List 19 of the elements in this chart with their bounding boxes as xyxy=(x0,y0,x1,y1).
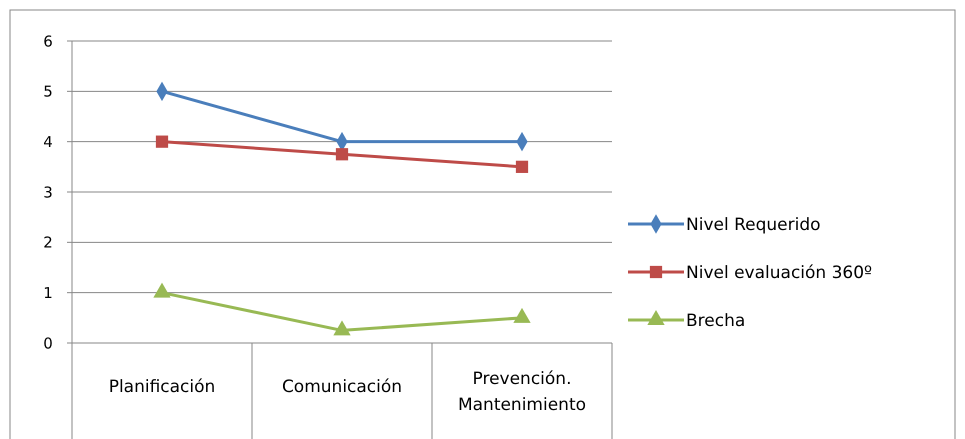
y-tick-label: 2 xyxy=(43,234,53,252)
point xyxy=(156,136,168,148)
point xyxy=(516,160,528,173)
point xyxy=(333,320,351,336)
y-tick-label: 0 xyxy=(43,334,53,352)
y-tick-label: 3 xyxy=(43,183,53,202)
y-tick-label: 5 xyxy=(43,82,53,101)
point xyxy=(153,282,171,298)
point xyxy=(336,148,348,160)
x-tick-label: Prevención. Mantenimiento xyxy=(458,369,586,415)
legend-label: Nivel evaluación 360º xyxy=(686,262,872,283)
legend-label: Brecha xyxy=(686,310,746,331)
y-tick-label: 4 xyxy=(43,132,53,151)
legend-label: Nivel Requerido xyxy=(686,214,821,235)
x-tick-label: Planificación xyxy=(108,377,216,397)
y-tick-label: 6 xyxy=(43,32,53,50)
point xyxy=(513,308,531,323)
y-tick-label: 1 xyxy=(43,284,53,302)
x-tick-label: Comunicación xyxy=(282,377,402,397)
